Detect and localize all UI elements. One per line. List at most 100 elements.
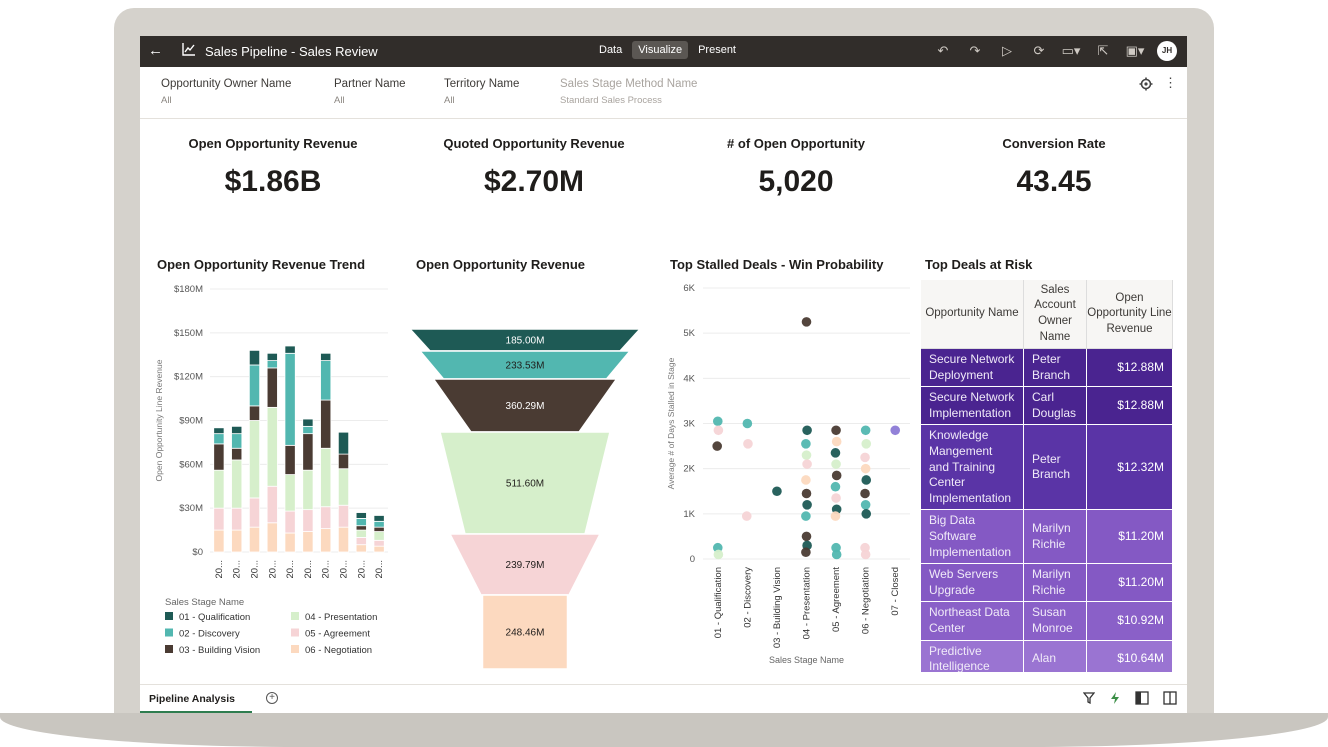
column-header[interactable]: Sales Account Owner Name	[1024, 280, 1087, 348]
table-row[interactable]: Secure Network Deployment Peter Branch $12…	[921, 349, 1173, 388]
scatter-point	[801, 439, 811, 449]
bar-segment	[355, 517, 367, 527]
bar-segment	[266, 406, 278, 487]
filter-territory[interactable]: Territory Name All	[444, 78, 519, 106]
legend-swatch	[291, 628, 299, 637]
bar-segment	[302, 509, 314, 532]
gear-icon[interactable]	[1139, 77, 1153, 91]
bar-segment	[355, 512, 367, 519]
bar-segment	[213, 427, 225, 435]
tab-pipeline-analysis[interactable]: Pipeline Analysis	[140, 685, 252, 713]
scatter-point	[861, 475, 872, 485]
x-tick-label: 07 - Closed	[890, 567, 901, 616]
bar-segment	[266, 485, 278, 524]
kpi-value: 43.45	[1016, 165, 1092, 198]
column-header[interactable]: Opportunity Name	[921, 280, 1024, 348]
kpi-title: Quoted Opportunity Revenue	[443, 136, 625, 151]
workbook-title: Sales Pipeline - Sales Review	[205, 44, 378, 59]
legend-item-label: 01 - Qualification	[179, 612, 250, 623]
x-tick-label: 02 - Discovery	[742, 567, 753, 628]
add-tab-icon[interactable]: +	[266, 692, 278, 704]
x-tick-label: 20...	[285, 560, 296, 579]
filter-label: Sales Stage Method Name	[560, 78, 698, 90]
y-tick-label: $150M	[174, 328, 203, 339]
bar-segment	[337, 453, 350, 470]
filter-value: Standard Sales Process	[560, 95, 662, 106]
x-tick-label: 20...	[374, 560, 385, 579]
kpi-value: 5,020	[758, 165, 834, 198]
filter-label: Partner Name	[334, 78, 406, 90]
save-icon[interactable]: ▣▾	[1125, 43, 1145, 58]
mode-switcher: Data Visualize Present	[593, 41, 742, 59]
bar-segment	[320, 399, 332, 449]
filter-sales-stage-method[interactable]: Sales Stage Method Name Standard Sales P…	[560, 78, 697, 106]
chart-icon	[182, 43, 195, 56]
table-row[interactable]: Web Servers Upgrade Marilyn Richie $11.20M	[921, 564, 1173, 603]
bar-segment	[373, 526, 385, 532]
scatter-point	[801, 547, 811, 558]
scatter-point	[890, 425, 901, 436]
trend-bar-chart[interactable]: $180M $150M $120M $90M $60M $30M $0 Open Opport…	[140, 274, 400, 669]
bar-segment	[320, 528, 332, 553]
bar-segment	[248, 405, 261, 421]
cell-revenue: $12.88M	[1087, 349, 1173, 387]
bar-segment	[231, 433, 243, 449]
scatter-point	[713, 425, 724, 436]
legend-item-label: 03 - Building Vision	[179, 645, 260, 656]
back-arrow-icon[interactable]: ←	[148, 42, 163, 59]
legend-swatch	[165, 612, 173, 620]
toolbar-icons: ↶ ↷ ▷ ⟳ ▭▾ ⇱ ▣▾ JH	[933, 41, 1177, 61]
scatter-point	[802, 425, 812, 436]
x-tick-label: 20...	[214, 560, 225, 579]
scatter-point	[860, 452, 870, 463]
filter-partner[interactable]: Partner Name All	[334, 78, 406, 106]
scatter-point	[831, 549, 842, 560]
avatar[interactable]: JH	[1157, 41, 1177, 61]
table-row[interactable]: Predictive Intelligence Alan $10.64M	[921, 640, 1173, 672]
column-header[interactable]: Open Opportunity Line Revenue	[1087, 280, 1173, 348]
x-tick-label: 20...	[250, 560, 261, 579]
play-icon[interactable]: ▷	[1002, 43, 1012, 58]
redo-icon[interactable]: ↷	[969, 43, 981, 58]
panel-left-icon[interactable]	[1135, 691, 1149, 705]
table-row[interactable]: Northeast Data Center Susan Monroe $10.92M	[921, 602, 1173, 641]
mode-visualize[interactable]: Visualize	[632, 41, 689, 59]
undo-icon[interactable]: ↶	[937, 43, 949, 58]
cell-owner-name: Peter Branch	[1024, 349, 1087, 387]
cell-opportunity-name: Web Servers Upgrade	[921, 564, 1024, 602]
cell-opportunity-name: Predictive Intelligence	[921, 640, 1024, 672]
table-row[interactable]: Big Data Software Implementation Marilyn …	[921, 510, 1173, 565]
panel-right-icon[interactable]	[1163, 691, 1177, 705]
legend-swatch	[291, 612, 299, 620]
bar-segment	[302, 531, 314, 553]
table-row[interactable]: Knowledge Mangement and Training Center …	[921, 425, 1173, 511]
comment-icon[interactable]: ▭▾	[1061, 43, 1081, 58]
cell-opportunity-name: Knowledge Mangement and Training Center …	[921, 425, 1024, 510]
x-tick-label: 06 - Negotiation	[861, 567, 872, 634]
legend-swatch	[291, 645, 299, 653]
refresh-data-icon[interactable]: ⟳	[1033, 43, 1045, 58]
mode-data[interactable]: Data	[599, 44, 623, 56]
mode-present[interactable]: Present	[698, 44, 736, 56]
auto-insights-icon[interactable]	[1109, 692, 1121, 704]
export-icon[interactable]: ⇱	[1097, 43, 1109, 58]
filter-opportunity-owner[interactable]: Opportunity Owner Name All	[161, 78, 291, 106]
x-tick-label: 20...	[303, 560, 314, 579]
filter-icon[interactable]	[1083, 692, 1095, 704]
scatter-point	[801, 475, 811, 485]
scatter-point	[741, 511, 752, 521]
more-icon[interactable]: ⋮	[1164, 75, 1177, 90]
scatter-point	[830, 511, 841, 521]
table-body: Secure Network Deployment Peter Branch $12…	[921, 349, 1173, 672]
scatter-chart[interactable]: 6K 5K 4K 3K 2K 1K 0 Average # of Days Stalled i…	[660, 276, 920, 676]
bar-segment	[213, 529, 225, 553]
cell-revenue: $10.92M	[1087, 602, 1173, 640]
table-row[interactable]: Secure Network Implementation Carl Dougla…	[921, 387, 1173, 426]
legend-item-label: 04 - Presentation	[305, 612, 377, 623]
x-tick-label: 20...	[356, 560, 367, 579]
bar-segment	[320, 447, 332, 508]
funnel-chart[interactable]: 185.00M 233.53M 360.29M 511.60M 239.79M 248.4…	[405, 321, 655, 676]
scatter-point	[802, 459, 812, 469]
scatter-point	[860, 488, 870, 499]
scatter-point	[742, 418, 753, 429]
